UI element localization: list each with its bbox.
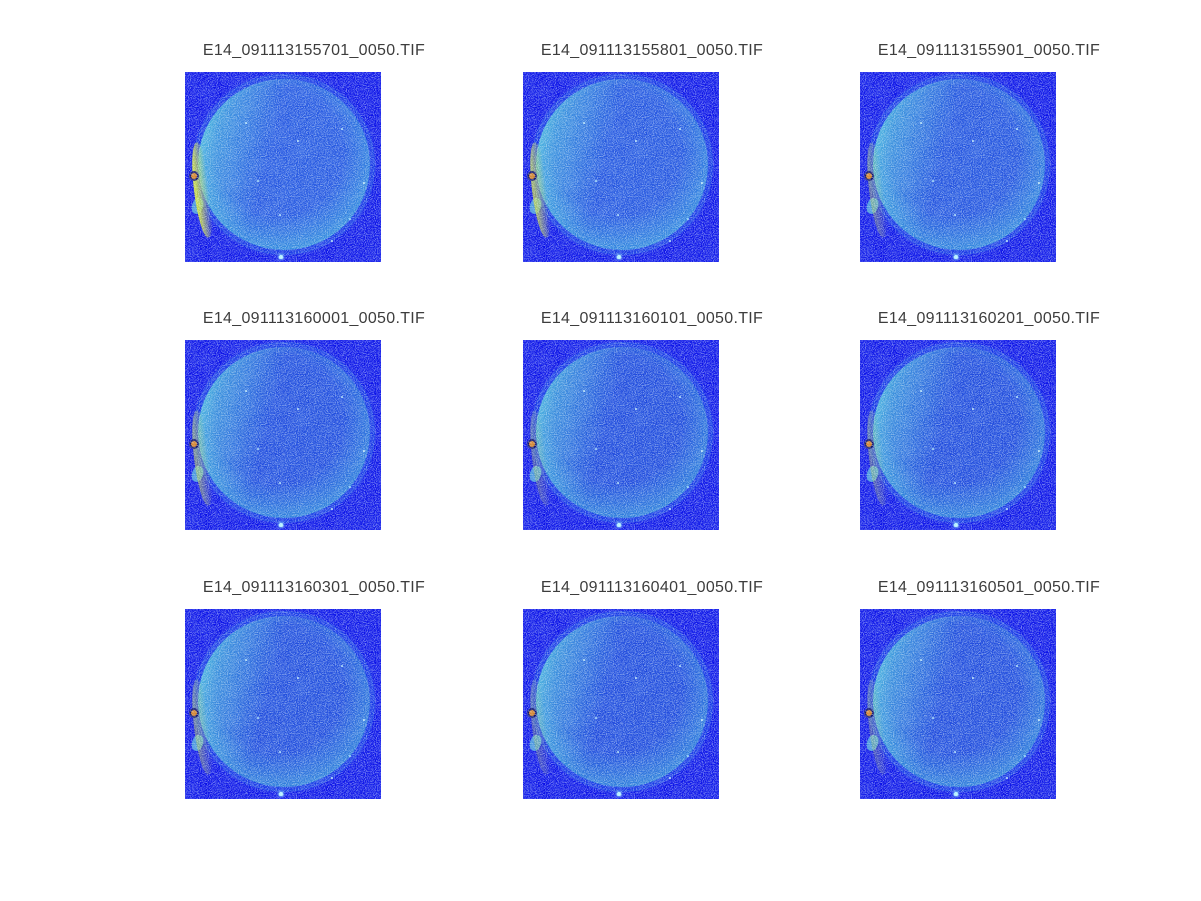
tif-image	[523, 340, 719, 530]
speckle-dots	[245, 122, 247, 124]
subplot-title: E14_091113155801_0050.TIF	[540, 42, 764, 59]
tif-image	[523, 609, 719, 799]
bottom-bright-dot	[954, 255, 958, 259]
bottom-bright-dot	[954, 523, 958, 527]
tif-image	[860, 340, 1056, 530]
bottom-bright-dot	[617, 523, 621, 527]
speckle-dots	[583, 122, 585, 124]
specimen-disc	[193, 611, 375, 792]
bottom-bright-dot	[954, 792, 958, 796]
subplot-title: E14_091113160201_0050.TIF	[877, 310, 1101, 327]
speckle-dots	[920, 390, 922, 392]
speckle-dots	[245, 390, 247, 392]
subplot-title: E14_091113160001_0050.TIF	[202, 310, 426, 327]
subplot-title: E14_091113160101_0050.TIF	[540, 310, 764, 327]
speckle-dots	[583, 390, 585, 392]
dust-speck-dot	[529, 173, 535, 179]
dust-speck-dot	[866, 441, 872, 447]
speckle-dots	[583, 659, 585, 661]
specimen-disc	[193, 74, 375, 255]
bottom-bright-dot	[617, 792, 621, 796]
bottom-bright-dot	[617, 255, 621, 259]
dust-speck-dot	[191, 441, 197, 447]
subplot-title: E14_091113160401_0050.TIF	[540, 579, 764, 596]
speckle-dots	[920, 659, 922, 661]
specimen-disc	[868, 74, 1050, 255]
specimen-disc	[868, 611, 1050, 792]
specimen-disc	[193, 342, 375, 523]
dust-speck-dot	[529, 441, 535, 447]
subplot-title: E14_091113160501_0050.TIF	[877, 579, 1101, 596]
tif-image	[860, 72, 1056, 262]
bottom-bright-dot	[279, 523, 283, 527]
specimen-disc	[531, 74, 713, 255]
bottom-bright-dot	[279, 792, 283, 796]
dust-speck-dot	[866, 710, 872, 716]
specimen-disc	[868, 342, 1050, 523]
dust-speck-dot	[529, 710, 535, 716]
dust-speck-dot	[191, 710, 197, 716]
tif-image	[185, 340, 381, 530]
subplot-title: E14_091113155701_0050.TIF	[202, 42, 426, 59]
speckle-dots	[920, 122, 922, 124]
tif-image	[185, 609, 381, 799]
specimen-disc	[531, 611, 713, 792]
tif-image	[860, 609, 1056, 799]
bottom-bright-dot	[279, 255, 283, 259]
dust-speck-dot	[866, 173, 872, 179]
subplot-title: E14_091113160301_0050.TIF	[202, 579, 426, 596]
tif-image	[523, 72, 719, 262]
tif-image	[185, 72, 381, 262]
specimen-disc	[531, 342, 713, 523]
dust-speck-dot	[191, 173, 197, 179]
subplot-title: E14_091113155901_0050.TIF	[877, 42, 1101, 59]
speckle-dots	[245, 659, 247, 661]
